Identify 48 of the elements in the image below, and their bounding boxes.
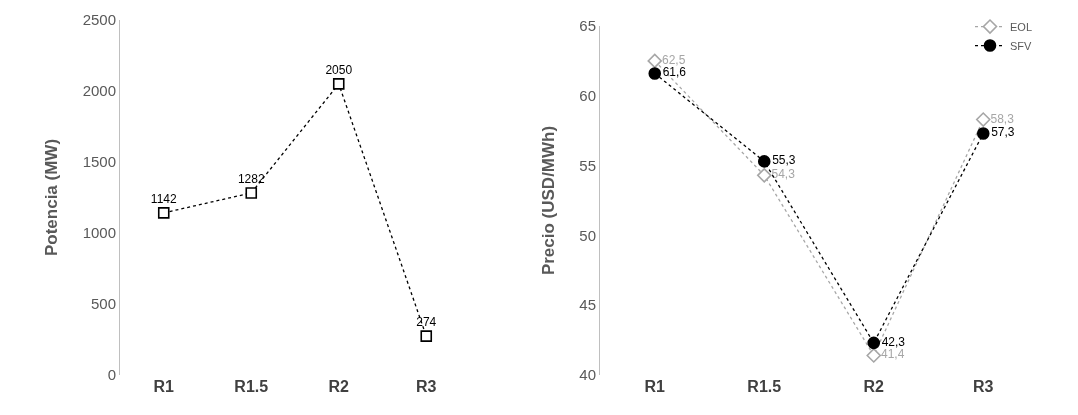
y-tick-label: 2000 (82, 82, 116, 100)
y-tick-label: 45 (579, 296, 596, 314)
y-tick-label: 0 (107, 366, 116, 384)
point (157, 207, 170, 219)
y-axis-title: Precio (USD/MWh) (538, 125, 558, 276)
point (648, 67, 662, 80)
point (756, 168, 772, 183)
x-tick-label: R3 (416, 378, 437, 395)
data-label: 41,4 (881, 347, 905, 362)
data-label: 1282 (237, 171, 265, 186)
data-label: 274 (416, 314, 437, 329)
data-label: 2050 (325, 62, 353, 77)
y-tick-label: 50 (579, 226, 596, 244)
x-tick-label: R2 (863, 378, 885, 395)
y-tick-label: 65 (579, 17, 596, 35)
data-label: 42,3 (881, 334, 906, 349)
y-tick-label: 2500 (82, 11, 116, 29)
x-tick-label: R3 (973, 378, 994, 395)
x-tick-label: R2 (328, 378, 350, 395)
y-tick-label: 60 (579, 87, 596, 105)
point (976, 127, 990, 140)
point (647, 53, 663, 69)
y-tick-label: 500 (90, 295, 116, 313)
legend-label: SFV (1010, 39, 1033, 52)
data-label: 54,3 (771, 167, 796, 182)
y-tick-label: 1000 (82, 224, 116, 242)
data-label: 55,3 (772, 153, 796, 168)
legend-label: EOL (1010, 20, 1033, 33)
data-label: 1142 (150, 191, 177, 206)
point (866, 348, 882, 363)
point (245, 187, 258, 199)
x-tick-label: R1 (644, 378, 666, 395)
point (867, 336, 881, 350)
data-label: 57,3 (991, 125, 1015, 140)
data-label: 61,6 (662, 65, 687, 80)
data-label: 58,3 (990, 111, 1015, 126)
y-tick-label: 55 (579, 156, 596, 174)
point (332, 78, 345, 90)
point (757, 155, 771, 168)
x-tick-label: R1 (153, 378, 175, 395)
x-tick-label: R1.5 (747, 378, 782, 395)
x-tick-label: R1.5 (234, 378, 269, 395)
y-tick-label: 40 (579, 366, 596, 384)
data-label: 62,5 (662, 52, 686, 67)
point (420, 330, 433, 342)
y-axis-title: Potencia (MW) (42, 138, 62, 257)
y-tick-label: 1500 (82, 153, 116, 171)
point (975, 112, 991, 127)
